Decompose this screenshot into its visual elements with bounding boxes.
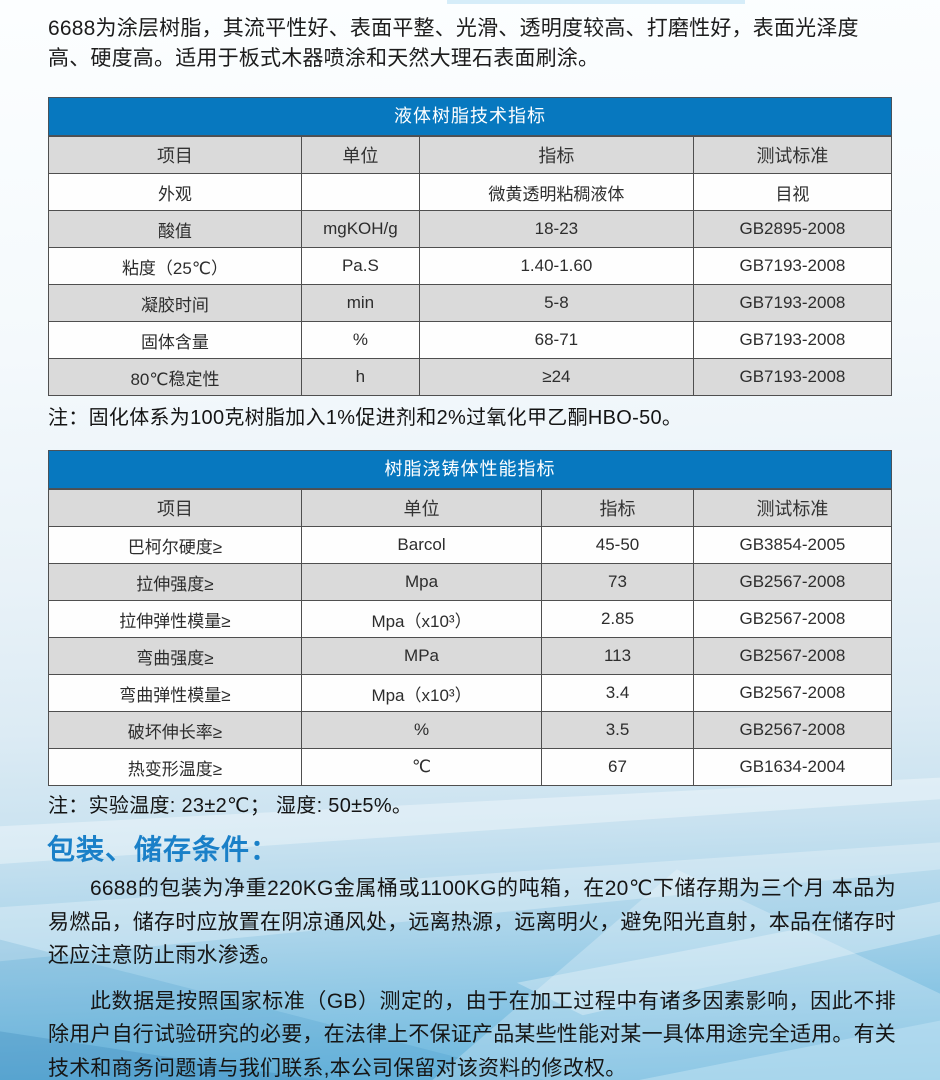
table-row: 固体含量% 68-71 GB7193-2008	[48, 321, 893, 359]
table-header-row: 项目 单位 指标 测试标准	[48, 136, 893, 174]
table-cell: 弯曲强度≥	[48, 637, 302, 675]
table-cell: 80℃稳定性	[48, 358, 302, 396]
table-row: 酸值 mgKOH/g 18-23 GB2895-2008	[48, 210, 893, 248]
column-header: 测试标准	[692, 489, 893, 527]
table-cell: GB3854-2005	[692, 526, 893, 564]
table-cell: 拉伸弹性模量≥	[48, 600, 302, 638]
table-cell: 68-71	[418, 321, 694, 359]
disclaimer-paragraph: 此数据是按照国家标准（GB）测定的，由于在加工过程中有诸多因素影响，因此不排除用…	[48, 989, 896, 1080]
spec-table: 项目 单位 指标 测试标准 巴柯尔硬度≥ Barcol 45-50 GB3854-20…	[48, 489, 893, 786]
table-cell: GB2567-2008	[692, 563, 893, 601]
table-row: 拉伸弹性模量≥ Mpa（x10³） 2.85 GB2567-2008	[48, 600, 893, 638]
table-cell: GB2895-2008	[692, 210, 893, 248]
table-row: 凝胶时间 min 5-8 GB7193-2008	[48, 284, 893, 322]
table-cell: 凝胶时间	[48, 284, 302, 322]
table-cell: 113	[541, 637, 694, 675]
table-row: 破坏伸长率≥% 3.5 GB2567-2008	[48, 711, 893, 749]
table-cell: 粘度（25℃）	[48, 247, 302, 285]
storage-paragraph: 6688的包装为净重220KG金属桶或1100KG的吨箱，在20℃下储存期为三个…	[48, 877, 896, 967]
table-cell: Mpa（x10³）	[300, 600, 543, 638]
column-header: 单位	[300, 136, 420, 174]
table-cell: 固体含量	[48, 321, 302, 359]
product-intro-text: 6688为涂层树脂，其流平性好、表面平整、光滑、透明度较高、打磨性好，表面光泽度…	[48, 17, 859, 70]
table-cell: 目视	[692, 173, 893, 211]
top-edge-accent-bar	[447, 0, 745, 4]
column-header: 项目	[48, 136, 302, 174]
table-cell: MPa	[300, 637, 543, 675]
table-cell: h	[300, 358, 420, 396]
section-heading-packaging-storage: 包装、储存条件：	[47, 834, 280, 865]
spec-table: 项目 单位 指标 测试标准 外观 微黄透明粘稠液体 目视 酸值 mgKOH/g 18-23…	[48, 136, 893, 396]
table-cell: 2.85	[541, 600, 694, 638]
table-row: 弯曲强度≥ MPa 113 GB2567-2008	[48, 637, 893, 675]
table-cell: 73	[541, 563, 694, 601]
table-note: 注：实验温度: 23±2℃； 湿度: 50±5%。	[48, 795, 413, 817]
table-cell: 5-8	[418, 284, 694, 322]
column-header: 测试标准	[692, 136, 893, 174]
table-cell: 1.40-1.60	[418, 247, 694, 285]
table-cell: 45-50	[541, 526, 694, 564]
table-cell: mgKOH/g	[300, 210, 420, 248]
storage-paragraphs: 6688的包装为净重220KG金属桶或1100KG的吨箱，在20℃下储存期为三个…	[48, 872, 896, 1080]
column-header: 单位	[300, 489, 543, 527]
table-cell: 拉伸强度≥	[48, 563, 302, 601]
table-cell: ℃	[300, 748, 543, 786]
table-cell: 67	[541, 748, 694, 786]
table-cell: 热变形温度≥	[48, 748, 302, 786]
table-row: 巴柯尔硬度≥ Barcol 45-50 GB3854-2005	[48, 526, 893, 564]
table-cell: 弯曲弹性模量≥	[48, 674, 302, 712]
table-header-row: 项目 单位 指标 测试标准	[48, 489, 893, 527]
table-cell: ≥24	[418, 358, 694, 396]
column-header: 项目	[48, 489, 302, 527]
table-row: 拉伸强度≥ Mpa 73 GB2567-2008	[48, 563, 893, 601]
table-cell: 破坏伸长率≥	[48, 711, 302, 749]
table-cell: 微黄透明粘稠液体	[418, 173, 694, 211]
table-cell: %	[300, 321, 420, 359]
table-title: 树脂浇铸体性能指标	[48, 450, 892, 489]
table-cell: 酸值	[48, 210, 302, 248]
table-cell: GB7193-2008	[692, 284, 893, 322]
table-cell: 3.4	[541, 674, 694, 712]
table-cell: Barcol	[300, 526, 543, 564]
liquid-resin-table: 液体树脂技术指标 项目 单位 指标 测试标准 外观 微黄透明粘稠液体 目视 酸值 mgK…	[48, 97, 893, 396]
table-cell: min	[300, 284, 420, 322]
table-cell: 18-23	[418, 210, 694, 248]
table-cell: 外观	[48, 173, 302, 211]
table-title: 液体树脂技术指标	[48, 97, 892, 136]
column-header: 指标	[418, 136, 694, 174]
table-cell: 3.5	[541, 711, 694, 749]
table-row: 弯曲弹性模量≥ Mpa（x10³） 3.4 GB2567-2008	[48, 674, 893, 712]
table-cell: GB7193-2008	[692, 247, 893, 285]
table-cell: %	[300, 711, 543, 749]
table-row: 外观 微黄透明粘稠液体 目视	[48, 173, 893, 211]
table-row: 粘度（25℃） Pa.S 1.40-1.60 GB7193-2008	[48, 247, 893, 285]
table-row: 热变形温度≥ ℃ 67 GB1634-2004	[48, 748, 893, 786]
table-cell: GB1634-2004	[692, 748, 893, 786]
table-note: 注：固化体系为100克树脂加入1%促进剂和2%过氧化甲乙酮HBO-50。	[48, 407, 683, 429]
table-cell: GB2567-2008	[692, 600, 893, 638]
table-cell: 巴柯尔硬度≥	[48, 526, 302, 564]
casting-body-table: 树脂浇铸体性能指标 项目 单位 指标 测试标准 巴柯尔硬度≥ Barcol 45-5…	[48, 450, 893, 786]
table-cell: GB2567-2008	[692, 711, 893, 749]
table-cell: GB7193-2008	[692, 321, 893, 359]
table-cell: GB2567-2008	[692, 674, 893, 712]
table-cell: GB2567-2008	[692, 637, 893, 675]
table-cell: Mpa（x10³）	[300, 674, 543, 712]
table-cell: GB7193-2008	[692, 358, 893, 396]
table-cell: Mpa	[300, 563, 543, 601]
table-cell	[300, 173, 420, 211]
table-row: 80℃稳定性 h ≥24 GB7193-2008	[48, 358, 893, 396]
table-cell: Pa.S	[300, 247, 420, 285]
column-header: 指标	[541, 489, 694, 527]
